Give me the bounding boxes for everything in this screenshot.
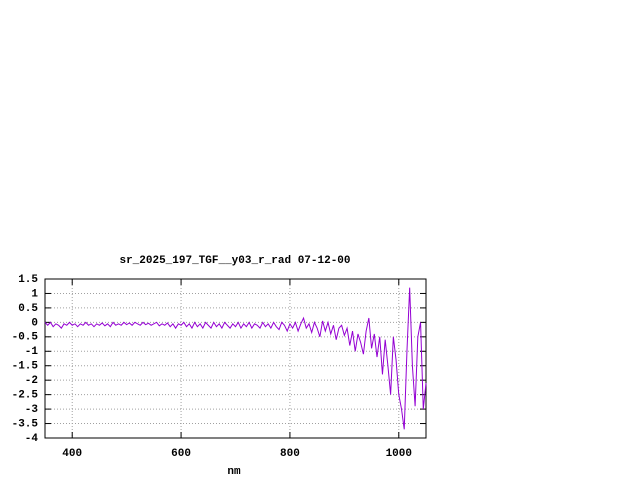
y-tick-label: -0.5	[12, 332, 39, 344]
x-tick-label: 600	[171, 448, 191, 460]
y-tick-label: -3	[25, 404, 39, 416]
y-tick-label: -2	[25, 375, 38, 387]
x-axis-label: nm	[227, 466, 241, 478]
y-tick-label: 0	[31, 317, 38, 329]
plot-border	[44, 278, 427, 439]
y-tick-label: -1	[25, 346, 39, 358]
y-tick-label: 0.5	[18, 303, 38, 315]
y-tick-label: -3.5	[12, 418, 39, 430]
y-tick-label: 1	[31, 288, 38, 300]
x-tick-label: 1000	[386, 448, 412, 460]
x-tick-label: 400	[62, 448, 82, 460]
data-line	[44, 287, 427, 430]
y-tick-label: 1.5	[18, 274, 38, 286]
y-tick-label: -4	[25, 433, 39, 445]
x-tick-label: 800	[280, 448, 300, 460]
chart-title: sr_2025_197_TGF__y03_r_rad 07-12-00	[119, 255, 350, 267]
y-tick-label: -2.5	[12, 390, 39, 402]
y-tick-label: -1.5	[12, 361, 39, 373]
